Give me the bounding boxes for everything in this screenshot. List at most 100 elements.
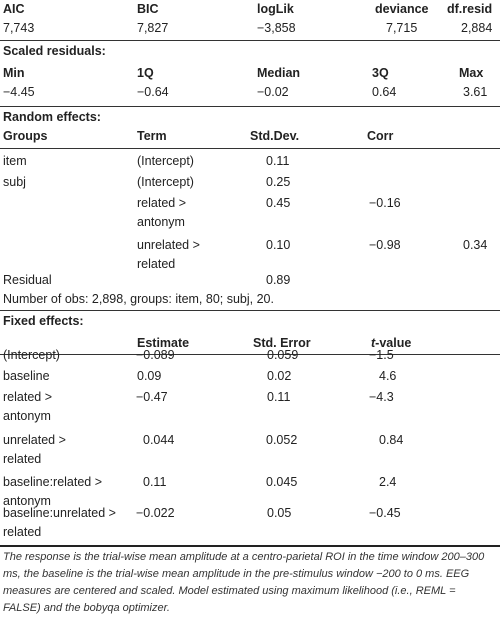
fixed-stderror: 0.052 xyxy=(266,433,298,447)
random-group: item xyxy=(3,154,27,168)
random-corr: −0.16 xyxy=(369,196,401,210)
random-term: unrelated > xyxy=(137,238,200,252)
fixed-stderror: 0.045 xyxy=(266,475,298,489)
fixed-estimate: −0.022 xyxy=(136,506,175,520)
fixed-term: baseline xyxy=(3,369,50,383)
fixed-row-baseline-unrelated-related: baseline:unrelated > related −0.022 0.05… xyxy=(0,504,500,544)
random-group: subj xyxy=(3,175,26,189)
scaled-value-median: −0.02 xyxy=(257,85,289,99)
random-sd: 0.45 xyxy=(266,196,291,210)
scaled-header-3q: 3Q xyxy=(372,66,389,80)
random-header-corr: Corr xyxy=(367,129,394,143)
scaled-value-max: 3.61 xyxy=(463,85,488,99)
random-row-related-antonym: related > antonym 0.45 −0.16 xyxy=(0,194,500,234)
fixed-stderror: 0.059 xyxy=(267,348,299,362)
random-term: (Intercept) xyxy=(137,154,194,168)
fit-value-aic: 7,743 xyxy=(3,21,35,35)
fixed-tvalue: −1.5 xyxy=(369,348,394,362)
random-header-groups: Groups xyxy=(3,129,48,143)
divider xyxy=(0,106,500,107)
fixed-header-stderror: Std. Error xyxy=(253,336,311,350)
random-sd: 0.11 xyxy=(266,154,290,168)
fixed-tvalue: −0.45 xyxy=(369,506,401,520)
random-header-stddev: Std.Dev. xyxy=(250,129,300,143)
scaled-values-row: −4.45 −0.64 −0.02 0.64 3.61 xyxy=(0,83,500,102)
fit-header-loglik: logLik xyxy=(257,2,294,16)
random-row-item: item (Intercept) 0.11 xyxy=(0,152,500,171)
fixed-estimate: −0.47 xyxy=(136,390,168,404)
fixed-estimate: 0.044 xyxy=(143,433,175,447)
fixed-row-baseline: baseline 0.09 0.02 4.6 xyxy=(0,367,500,386)
fit-header-dfresid: df.resid xyxy=(447,2,493,16)
scaled-title-row: Scaled residuals: xyxy=(0,42,500,61)
fit-header-row: AIC BIC logLik deviance df.resid xyxy=(0,0,500,19)
model-summary-table: AIC BIC logLik deviance df.resid 7,743 7… xyxy=(0,0,500,547)
random-header-row: Groups Term Std.Dev. Corr xyxy=(0,127,500,146)
fit-header-deviance: deviance xyxy=(375,2,429,16)
fixed-term-continued: related xyxy=(3,452,42,466)
scaled-header-max: Max xyxy=(459,66,484,80)
fixed-tvalue: 2.4 xyxy=(379,475,397,489)
fixed-title-row: Fixed effects: xyxy=(0,312,500,331)
random-title-row: Random effects: xyxy=(0,108,500,127)
fixed-term: unrelated > xyxy=(3,433,66,447)
fit-value-bic: 7,827 xyxy=(137,21,169,35)
scaled-header-row: Min 1Q Median 3Q Max xyxy=(0,64,500,83)
fixed-row-unrelated-related: unrelated > related 0.044 0.052 0.84 xyxy=(0,431,500,471)
fixed-row-intercept: (Intercept) −0.089 0.059 −1.5 xyxy=(0,346,500,365)
fixed-header-value: -value xyxy=(375,336,412,350)
scaled-header-median: Median xyxy=(257,66,301,80)
fixed-title: Fixed effects: xyxy=(3,314,84,328)
divider xyxy=(0,354,500,355)
fixed-estimate: 0.11 xyxy=(143,475,167,489)
fixed-row-baseline-related-antonym: baseline:related > antonym 0.11 0.045 2.… xyxy=(0,473,500,513)
fixed-tvalue: 4.6 xyxy=(379,369,397,383)
random-corr-second: 0.34 xyxy=(463,238,488,252)
random-corr: −0.98 xyxy=(369,238,401,252)
nobs-text: Number of obs: 2,898, groups: item, 80; … xyxy=(3,292,274,306)
fixed-stderror: 0.05 xyxy=(267,506,292,520)
fixed-term-continued: related xyxy=(3,525,42,539)
divider xyxy=(0,40,500,41)
random-row-residual: Residual 0.89 xyxy=(0,271,500,290)
fixed-header-t: t xyxy=(371,336,376,350)
random-sd: 0.25 xyxy=(266,175,291,189)
fit-header-aic: AIC xyxy=(3,2,25,16)
scaled-header-1q: 1Q xyxy=(137,66,154,80)
fixed-term: baseline:related > xyxy=(3,475,103,489)
random-term-continued: related xyxy=(137,257,176,271)
fixed-tvalue: 0.84 xyxy=(379,433,404,447)
residual-sd: 0.89 xyxy=(266,273,291,287)
fixed-stderror: 0.02 xyxy=(267,369,292,383)
fixed-term: related > xyxy=(3,390,52,404)
random-term: (Intercept) xyxy=(137,175,194,189)
fixed-header-row: Estimate Std. Error t-value xyxy=(0,334,500,353)
random-header-term: Term xyxy=(137,129,167,143)
fit-value-dfresid: 2,884 xyxy=(461,21,493,35)
divider xyxy=(0,310,500,311)
random-title: Random effects: xyxy=(3,110,101,124)
table-footnote: The response is the trial-wise mean ampl… xyxy=(3,551,485,614)
fit-value-loglik: −3,858 xyxy=(257,21,296,35)
scaled-title: Scaled residuals: xyxy=(3,44,106,58)
fit-values-row: 7,743 7,827 −3,858 7,715 2,884 xyxy=(0,19,500,38)
scaled-value-1q: −0.64 xyxy=(137,85,169,99)
fixed-term-continued: antonym xyxy=(3,409,51,423)
fit-value-deviance: 7,715 xyxy=(386,21,418,35)
residual-label: Residual xyxy=(3,273,52,287)
random-nobs-row: Number of obs: 2,898, groups: item, 80; … xyxy=(0,290,500,309)
fixed-term-continued: antonym xyxy=(3,494,51,508)
scaled-header-min: Min xyxy=(3,66,25,80)
random-row-unrelated-related: unrelated > related 0.10 −0.98 0.34 xyxy=(0,236,500,276)
random-sd: 0.10 xyxy=(266,238,291,252)
fixed-term: (Intercept) xyxy=(3,348,60,362)
fixed-estimate: −0.089 xyxy=(136,348,175,362)
random-term-continued: antonym xyxy=(137,215,185,229)
fixed-header-estimate: Estimate xyxy=(137,336,190,350)
divider xyxy=(0,148,500,149)
fixed-term: baseline:unrelated > xyxy=(3,506,116,520)
fixed-stderror: 0.11 xyxy=(267,390,291,404)
fixed-tvalue: −4.3 xyxy=(369,390,394,404)
scaled-value-min: −4.45 xyxy=(3,85,35,99)
scaled-value-3q: 0.64 xyxy=(372,85,397,99)
